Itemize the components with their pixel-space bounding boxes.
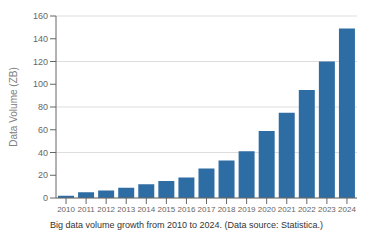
svg-text:2019: 2019 (238, 205, 256, 214)
svg-text:60: 60 (38, 125, 48, 135)
html-text:Big data volume growth from 20: Big data volume growth from 2010 to 2024… (49, 220, 324, 230)
svg-text:2013: 2013 (117, 205, 135, 214)
svg-text:2024: 2024 (338, 205, 356, 214)
svg-text:140: 140 (33, 34, 48, 44)
svg-text:2018: 2018 (218, 205, 236, 214)
svg-text:40: 40 (38, 148, 48, 158)
svg-text:2017: 2017 (198, 205, 216, 214)
svg-text:160: 160 (33, 11, 48, 21)
svg-text:20: 20 (38, 170, 48, 180)
svg-text:0: 0 (43, 193, 48, 203)
svg-text:2020: 2020 (258, 205, 276, 214)
svg-text:2023: 2023 (318, 205, 336, 214)
svg-text:2014: 2014 (137, 205, 155, 214)
svg-text:80: 80 (38, 102, 48, 112)
svg-text:120: 120 (33, 57, 48, 67)
svg-text:2016: 2016 (178, 205, 196, 214)
svg-text:2011: 2011 (77, 205, 95, 214)
svg-text:2021: 2021 (278, 205, 296, 214)
svg-text:2012: 2012 (97, 205, 115, 214)
svg-text:2022: 2022 (298, 205, 316, 214)
svg-text:2015: 2015 (157, 205, 175, 214)
svg-text:2010: 2010 (57, 205, 75, 214)
svg-text:100: 100 (33, 79, 48, 89)
svg-text:Data Volume (ZB): Data Volume (ZB) (8, 67, 19, 146)
